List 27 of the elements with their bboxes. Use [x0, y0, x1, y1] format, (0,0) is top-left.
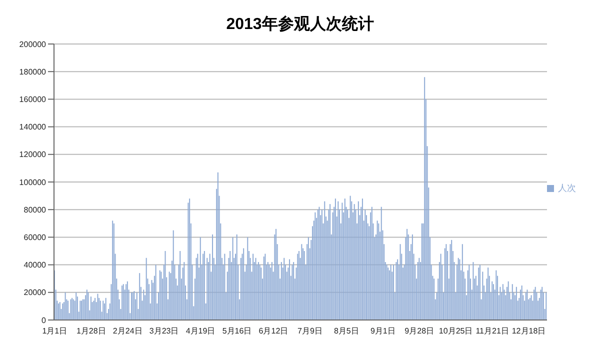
y-tick-label: 80000 — [24, 205, 47, 214]
y-tick-label: 140000 — [19, 122, 47, 132]
x-tick-label: 1月1日 — [42, 326, 68, 336]
y-tick-label: 200000 — [19, 40, 47, 49]
x-tick-label: 6月12日 — [258, 326, 288, 336]
y-tick-label: 0 — [42, 316, 47, 325]
x-tick-label: 5月16日 — [222, 326, 252, 336]
x-tick-label: 7月9日 — [298, 326, 322, 336]
y-tick-label: 160000 — [19, 95, 47, 104]
x-tick-label: 1月28日 — [76, 326, 106, 336]
y-tick-label: 120000 — [19, 150, 47, 160]
y-tick-label: 20000 — [24, 288, 47, 298]
legend-label: 人次 — [558, 182, 576, 192]
y-tick-label: 40000 — [24, 260, 47, 270]
y-tick-label: 100000 — [19, 178, 47, 187]
x-tick-label: 11月21日 — [476, 326, 509, 336]
x-tick-label: 10月25日 — [438, 326, 473, 336]
y-tick-label: 60000 — [24, 233, 47, 242]
x-tick-label: 9月28日 — [404, 326, 434, 336]
x-tick-label: 12月18日 — [512, 326, 546, 336]
x-tick-label: 9月1日 — [370, 326, 396, 336]
chart-title: 2013年参观人次统计 — [225, 14, 375, 35]
x-tick-label: 2月24日 — [112, 326, 142, 336]
x-tick-label: 8月5日 — [334, 326, 359, 336]
y-tick-label: 180000 — [19, 67, 47, 76]
x-tick-label: 4月19日 — [186, 326, 216, 336]
x-tick-label: 3月23日 — [149, 326, 179, 336]
